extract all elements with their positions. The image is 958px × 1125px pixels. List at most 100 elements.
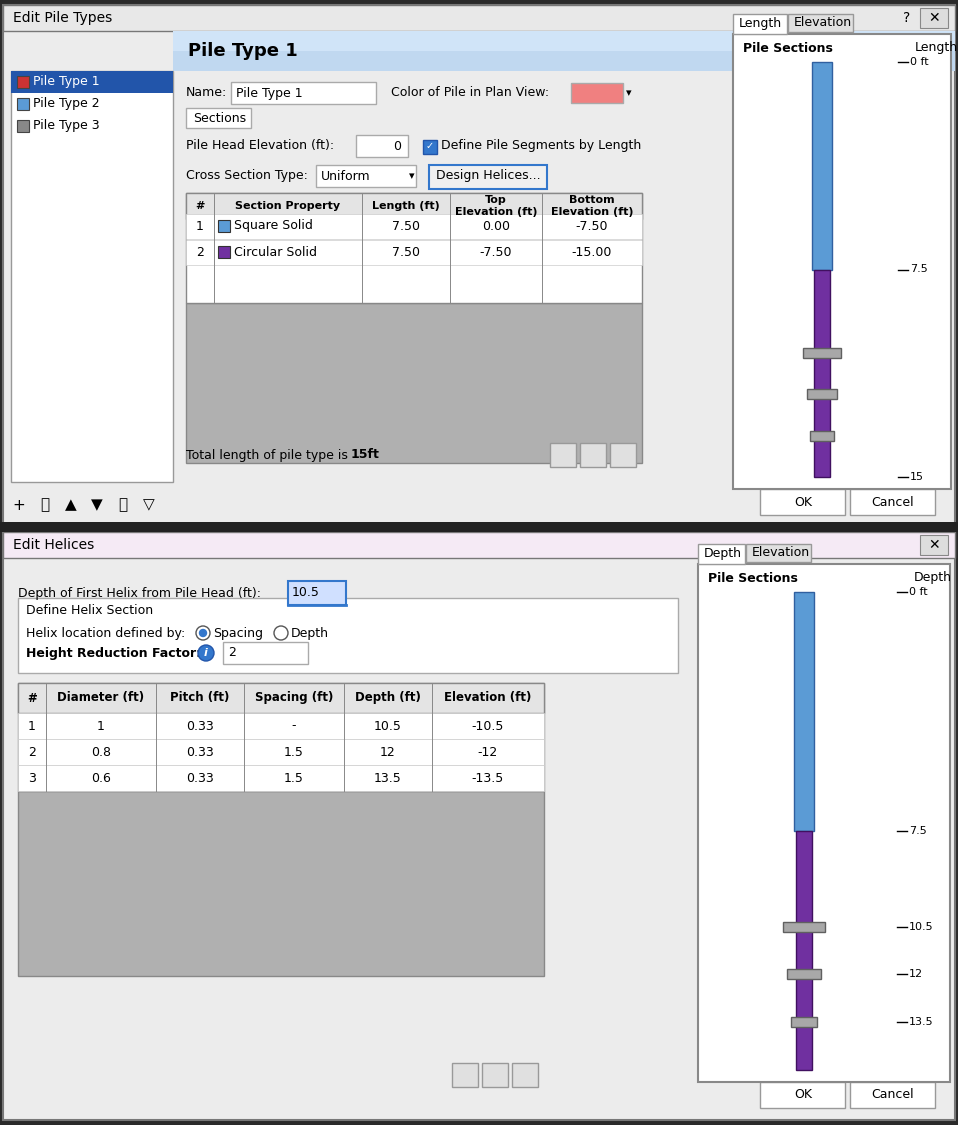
- Text: ▲: ▲: [65, 497, 77, 513]
- Text: Circular Solid: Circular Solid: [234, 245, 317, 259]
- Text: Bottom
Elevation (ft): Bottom Elevation (ft): [551, 196, 633, 217]
- Bar: [3, 532, 955, 1120]
- Text: Pile Sections: Pile Sections: [743, 42, 833, 54]
- Bar: [796, 831, 812, 1070]
- Bar: [3, 4, 955, 32]
- Bar: [814, 270, 830, 477]
- Text: ▾: ▾: [626, 88, 631, 98]
- Text: ▾: ▾: [409, 171, 415, 181]
- Bar: [3, 532, 955, 558]
- Text: 2: 2: [196, 246, 204, 260]
- Bar: [787, 970, 821, 980]
- Text: Define Pile Segments by Length: Define Pile Segments by Length: [441, 140, 641, 153]
- Text: #: #: [195, 201, 205, 212]
- Text: Diameter (ft): Diameter (ft): [57, 692, 145, 704]
- Bar: [812, 62, 832, 270]
- Bar: [429, 165, 547, 189]
- Text: 1.5: 1.5: [285, 746, 304, 758]
- Text: Section Property: Section Property: [236, 201, 340, 212]
- Text: 0.00: 0.00: [482, 220, 510, 234]
- Text: Depth: Depth: [291, 627, 329, 639]
- Bar: [186, 108, 251, 128]
- Text: Depth: Depth: [914, 572, 952, 585]
- Text: -15.00: -15.00: [572, 246, 612, 260]
- Text: Pile Sections: Pile Sections: [708, 572, 798, 585]
- Text: Length: Length: [739, 18, 782, 30]
- Bar: [746, 544, 811, 562]
- Bar: [218, 220, 230, 232]
- Bar: [186, 193, 642, 303]
- Text: ⧉: ⧉: [119, 497, 127, 513]
- Bar: [223, 642, 308, 664]
- Text: Edit Pile Types: Edit Pile Types: [13, 11, 112, 25]
- Text: ▽: ▽: [143, 497, 155, 513]
- Bar: [173, 32, 955, 51]
- Text: Edit Helices: Edit Helices: [13, 538, 94, 552]
- Text: 0.33: 0.33: [186, 772, 214, 784]
- Text: 15ft: 15ft: [351, 449, 380, 461]
- Text: ✕: ✕: [928, 11, 940, 25]
- Bar: [18, 765, 544, 791]
- Text: -12: -12: [478, 746, 498, 758]
- Text: Spacing (ft): Spacing (ft): [255, 692, 333, 704]
- Text: Square Solid: Square Solid: [234, 219, 313, 233]
- Text: Cancel: Cancel: [872, 495, 914, 508]
- Text: 3: 3: [28, 772, 36, 784]
- Text: Length (ft): Length (ft): [372, 201, 440, 212]
- Text: Uniform: Uniform: [321, 170, 371, 182]
- Text: 2: 2: [228, 647, 236, 659]
- Bar: [186, 303, 642, 463]
- Bar: [17, 76, 29, 88]
- Text: 0.6: 0.6: [91, 772, 111, 784]
- Text: Pitch (ft): Pitch (ft): [171, 692, 230, 704]
- Text: Pile Type 1: Pile Type 1: [33, 75, 100, 89]
- Text: -7.50: -7.50: [576, 220, 608, 234]
- Bar: [850, 489, 935, 515]
- Bar: [11, 71, 173, 93]
- Bar: [17, 120, 29, 132]
- Bar: [760, 1082, 845, 1108]
- Text: 1.5: 1.5: [285, 772, 304, 784]
- Circle shape: [199, 630, 207, 637]
- Text: Total length of pile type is: Total length of pile type is: [186, 449, 352, 461]
- Text: 2: 2: [28, 746, 36, 758]
- Text: Cancel: Cancel: [872, 1089, 914, 1101]
- Text: Helix location defined by:: Helix location defined by:: [26, 627, 185, 639]
- Text: Pile Type 1: Pile Type 1: [236, 87, 303, 99]
- Text: i: i: [204, 648, 208, 658]
- Text: 7.50: 7.50: [392, 246, 420, 260]
- Bar: [3, 4, 955, 526]
- Text: Define Helix Section: Define Helix Section: [26, 603, 153, 616]
- Text: 10.5: 10.5: [374, 720, 402, 732]
- Bar: [186, 214, 642, 238]
- Text: 13.5: 13.5: [909, 1017, 934, 1027]
- Text: Pile Type 2: Pile Type 2: [33, 98, 100, 110]
- Bar: [610, 443, 636, 467]
- Text: Color of Pile in Plan View:: Color of Pile in Plan View:: [391, 87, 549, 99]
- Bar: [571, 83, 623, 104]
- Text: -7.50: -7.50: [480, 246, 513, 260]
- Text: Length: Length: [915, 42, 958, 54]
- Bar: [920, 8, 948, 28]
- Bar: [512, 1063, 538, 1087]
- Text: 1: 1: [196, 220, 204, 234]
- Text: Pile Type 1: Pile Type 1: [188, 42, 298, 60]
- Bar: [760, 489, 845, 515]
- Text: -13.5: -13.5: [472, 772, 504, 784]
- Text: 10.5: 10.5: [292, 586, 320, 600]
- Circle shape: [274, 626, 288, 640]
- Bar: [850, 1082, 935, 1108]
- Text: Top
Elevation (ft): Top Elevation (ft): [455, 196, 537, 217]
- Text: Elevation: Elevation: [794, 17, 852, 29]
- Text: 0.33: 0.33: [186, 746, 214, 758]
- Text: #: #: [27, 692, 36, 704]
- Text: 7.5: 7.5: [909, 826, 926, 836]
- Text: Design Helices...: Design Helices...: [436, 170, 540, 182]
- Text: Depth: Depth: [704, 548, 742, 560]
- Text: 13.5: 13.5: [375, 772, 401, 784]
- Circle shape: [198, 645, 214, 662]
- Text: 7.5: 7.5: [910, 264, 927, 274]
- Bar: [733, 14, 787, 34]
- Text: Depth of First Helix from Pile Head (ft):: Depth of First Helix from Pile Head (ft)…: [18, 586, 261, 600]
- Bar: [550, 443, 576, 467]
